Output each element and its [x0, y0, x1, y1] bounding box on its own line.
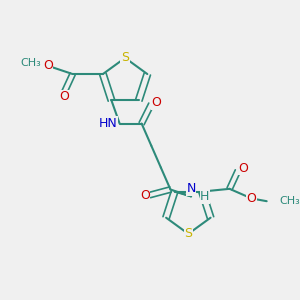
- Text: S: S: [184, 227, 192, 240]
- Text: H: H: [200, 190, 209, 203]
- Text: S: S: [121, 51, 129, 64]
- Text: O: O: [247, 192, 256, 205]
- Text: O: O: [151, 96, 161, 110]
- Text: HN: HN: [99, 117, 117, 130]
- Text: CH₃: CH₃: [279, 196, 300, 206]
- Text: N: N: [186, 182, 196, 195]
- Text: O: O: [140, 188, 150, 202]
- Text: O: O: [43, 59, 53, 72]
- Text: CH₃: CH₃: [20, 58, 41, 68]
- Text: O: O: [238, 162, 248, 175]
- Text: O: O: [59, 90, 69, 104]
